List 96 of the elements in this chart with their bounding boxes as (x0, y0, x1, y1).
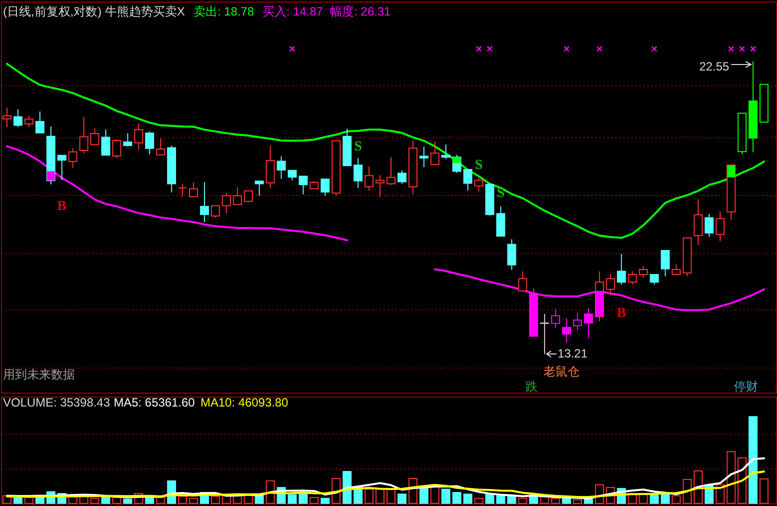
candlestick (638, 266, 648, 278)
candlestick (35, 111, 44, 134)
candlestick (364, 166, 374, 192)
text: × (750, 44, 756, 56)
candlestick (266, 145, 275, 188)
annotation: S (496, 186, 505, 202)
bar (288, 494, 297, 504)
candlestick (650, 274, 659, 285)
text: 跌 (526, 380, 538, 394)
candlestick (397, 170, 406, 184)
annotation: S (354, 139, 362, 154)
candlestick (222, 192, 231, 214)
candlestick (463, 168, 472, 192)
candlestick (210, 205, 220, 218)
candlestick (189, 182, 198, 198)
bar (320, 498, 330, 504)
candlestick (496, 206, 506, 237)
text: 幅度: 26.31 (330, 4, 392, 19)
text: MA10: 46093.80 (200, 396, 289, 410)
candlestick (354, 158, 363, 188)
annotation: B (57, 199, 66, 214)
candlestick (562, 318, 572, 344)
text: × (563, 44, 570, 56)
bar (562, 498, 572, 504)
candlestick (507, 238, 516, 270)
candlestick (112, 139, 122, 159)
text: × (596, 44, 603, 56)
candlestick (540, 313, 550, 355)
candlestick (606, 273, 615, 296)
candlestick (145, 130, 154, 155)
text: × (289, 44, 296, 56)
bar (254, 495, 264, 504)
candlestick (430, 140, 440, 165)
text: 用到未来数据 (2, 368, 75, 382)
candlestick (68, 148, 78, 168)
chart-title: VOLUME: 35398.43 (2, 396, 110, 410)
annotation: 13.21 (558, 346, 588, 361)
candlestick (57, 154, 66, 180)
candlestick (178, 183, 188, 198)
candlestick (200, 182, 209, 223)
candlestick (474, 178, 484, 192)
text: 停财 (734, 380, 758, 394)
candlestick (386, 156, 396, 186)
bar (727, 165, 736, 178)
bar (748, 416, 758, 504)
candlestick (672, 264, 681, 275)
candlestick (254, 180, 264, 196)
candlestick (441, 144, 450, 160)
candlestick (584, 308, 593, 338)
chart-title: (日线,前复权,对数) 牛熊趋势买卖X (2, 4, 185, 19)
candlestick (156, 138, 166, 156)
candlestick (628, 270, 637, 285)
candlestick (704, 213, 714, 238)
annotation: 22.55 (699, 59, 730, 74)
annotation: B (616, 306, 626, 321)
annotation: S (474, 158, 483, 174)
bar (507, 496, 516, 504)
text: 买入: 14.87 (262, 4, 324, 19)
candlestick (298, 176, 308, 195)
candlestick (101, 128, 110, 156)
candlestick (276, 156, 286, 180)
candlestick (123, 132, 132, 147)
bar (397, 494, 406, 504)
bar (46, 171, 55, 181)
text: × (476, 44, 482, 56)
candlestick (573, 312, 582, 331)
candlestick (288, 170, 297, 181)
candlestick (232, 186, 242, 206)
text: 卖出: 18.78 (194, 4, 254, 19)
candlestick (90, 128, 100, 146)
bar (13, 496, 22, 504)
bar (123, 498, 132, 504)
bar (650, 494, 659, 504)
candlestick (551, 309, 560, 328)
candlestick (79, 116, 88, 154)
bar (452, 492, 462, 504)
candlestick (320, 178, 330, 196)
text: × (486, 44, 493, 56)
text: × (728, 44, 734, 56)
candlestick (24, 115, 34, 128)
candlestick (518, 270, 528, 292)
candlestick (616, 254, 626, 285)
text: 老鼠仓 (544, 364, 580, 379)
bar (298, 494, 308, 504)
bar (463, 494, 472, 504)
bar (441, 488, 450, 504)
text: × (651, 44, 658, 56)
candlestick (716, 210, 725, 242)
candlestick (376, 174, 385, 198)
candlestick (660, 250, 670, 277)
candlestick (694, 199, 703, 246)
text: × (738, 44, 746, 56)
candlestick (13, 108, 22, 128)
candlestick (134, 123, 144, 150)
text: MA5: 65361.60 (114, 396, 196, 410)
candlestick (419, 146, 428, 168)
